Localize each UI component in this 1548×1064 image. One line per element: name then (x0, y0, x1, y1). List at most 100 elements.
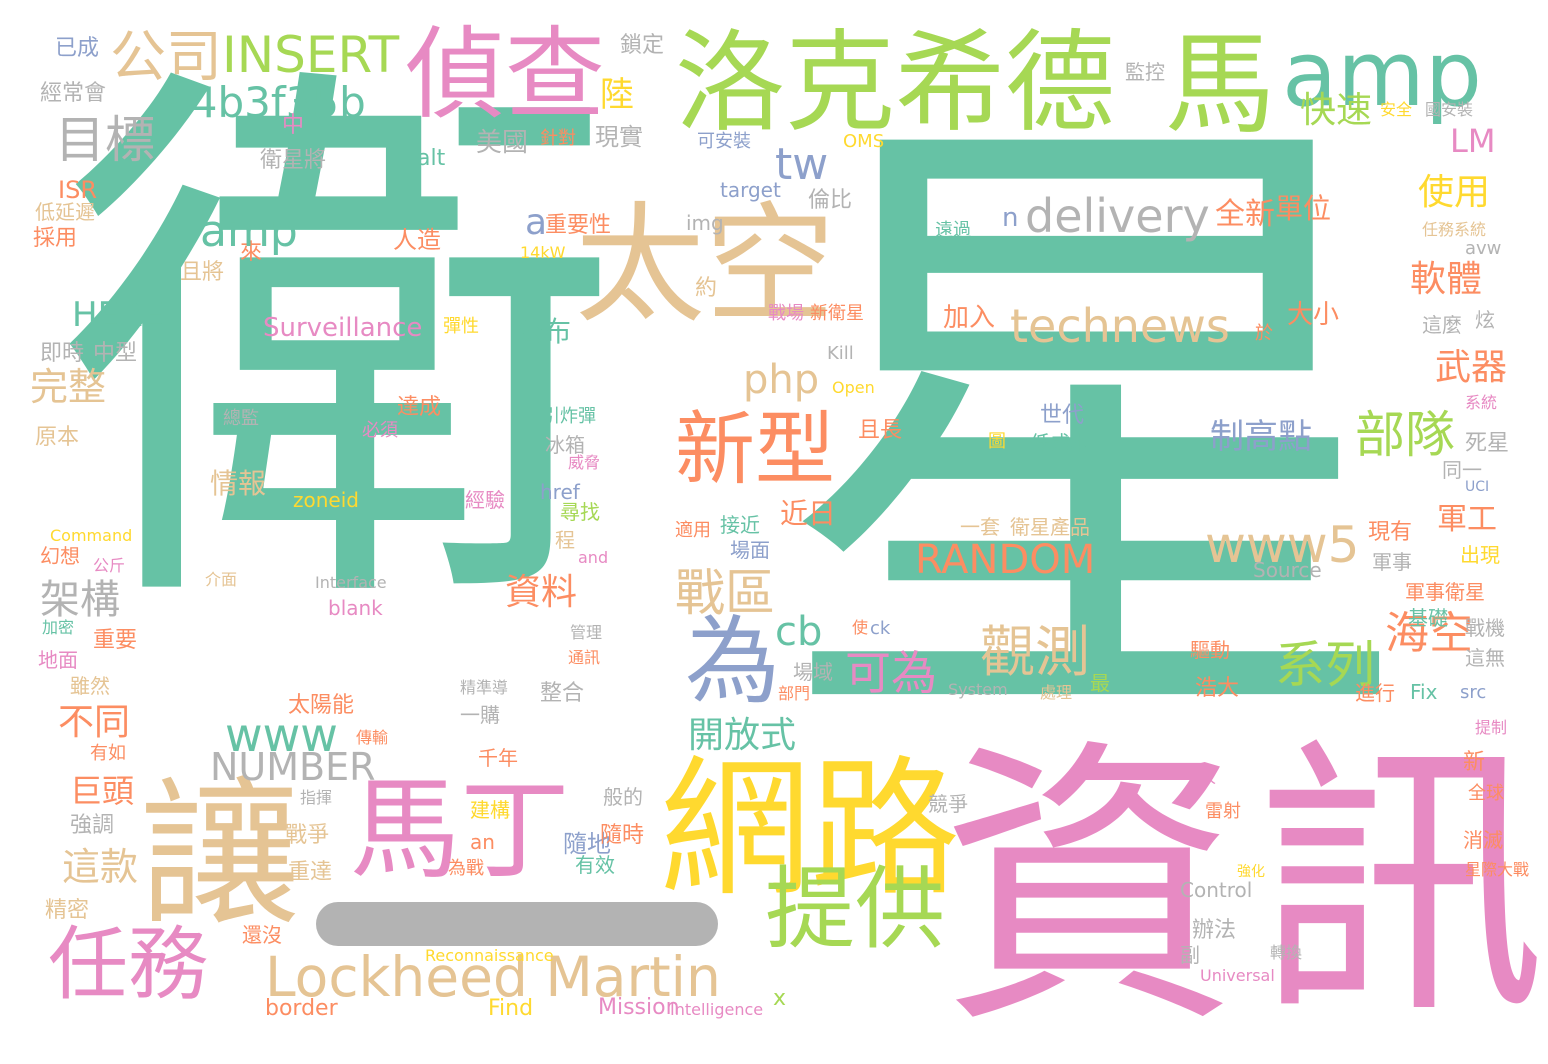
word: 可安裝 (697, 131, 751, 152)
word: 必須 (362, 420, 398, 441)
word: php (743, 357, 820, 403)
word: 戰機 (1465, 616, 1505, 640)
word: 原本 (35, 425, 80, 450)
word: 軟體 (1410, 259, 1483, 300)
word: 傳輸 (356, 728, 389, 747)
word: Control (1180, 878, 1253, 902)
word: 重達 (288, 860, 333, 885)
gray-bar (316, 902, 718, 946)
word: 星 (770, 57, 1420, 813)
word: 於 (1255, 323, 1273, 344)
word: UCI (1465, 479, 1490, 495)
word: 現實 (595, 123, 643, 151)
word: 馬 (1165, 21, 1275, 149)
word: 衛 (60, 24, 620, 676)
word: 倫比 (808, 188, 853, 213)
word: x (773, 986, 787, 1011)
word: 使用 (1418, 172, 1491, 213)
word: 般的 (603, 785, 643, 809)
word: 陸 (600, 75, 634, 115)
word: Open (832, 378, 875, 397)
word: Find (488, 996, 534, 1021)
word: Source (1253, 558, 1322, 582)
word: 達成 (397, 395, 442, 420)
word: 衛星產品 (1010, 515, 1090, 539)
word: ISR (58, 176, 97, 204)
word: 現有 (1368, 520, 1413, 545)
word: 程 (555, 528, 575, 552)
word: blank (328, 596, 383, 620)
word: 最 (1090, 671, 1110, 695)
word: www (225, 708, 338, 762)
word: 全新 (1215, 197, 1275, 232)
word: 鎖定 (620, 33, 665, 58)
word: 針對 (540, 128, 576, 149)
word: 死星 (1465, 431, 1510, 456)
word: 新 (1463, 750, 1486, 775)
word: 彈性 (443, 316, 479, 337)
word: 基礎 (1408, 606, 1448, 630)
word: 制高點 (1210, 417, 1312, 457)
word: 偵查 (405, 16, 605, 133)
word: a (525, 202, 548, 243)
word: 隨地 (563, 830, 611, 858)
word: 快速 (1300, 90, 1373, 131)
word: 公司 (110, 25, 222, 90)
word: 低成本 (1030, 431, 1090, 455)
word: and (578, 548, 609, 567)
word: Surveillance (263, 313, 423, 343)
word: 這無 (1465, 646, 1505, 670)
word: amp (1282, 22, 1482, 127)
word: 使 (852, 618, 869, 637)
word: 太空 (575, 189, 836, 341)
word: 不同 (58, 702, 131, 743)
word: Fix (1410, 680, 1438, 704)
word: 軍事 (1372, 550, 1412, 574)
word: 適用 (675, 520, 711, 541)
word: 整合 (540, 681, 585, 706)
word: 洛克希德 (675, 19, 1115, 147)
word: avw (1465, 238, 1502, 259)
word: amp (200, 206, 298, 257)
word: 有效 (575, 853, 615, 877)
word: ck (870, 618, 891, 639)
word: delivery (1025, 189, 1210, 243)
word: 採用 (33, 226, 78, 251)
word: 驅動 (1190, 638, 1230, 662)
word: 目標 (55, 111, 155, 169)
word: 通訊 (568, 648, 601, 667)
word: 世代 (1040, 403, 1085, 428)
word: 還沒 (242, 923, 282, 947)
word: target (720, 178, 781, 202)
word: 經驗 (465, 488, 505, 512)
word: Command (50, 526, 133, 545)
word: 且將 (180, 260, 225, 285)
word: border (265, 996, 338, 1021)
word: HERE (72, 295, 165, 335)
word: 地面 (38, 648, 78, 672)
word: 副 (1180, 943, 1200, 967)
word: 任務 (48, 918, 208, 1011)
word: 隨時 (600, 823, 645, 848)
word: 中型 (93, 341, 138, 366)
word: 遠過 (935, 220, 971, 241)
word: 建構 (470, 798, 510, 822)
word: 軍事衛星 (1405, 580, 1485, 604)
word: 精準導 (460, 678, 509, 697)
word: Universal (1200, 966, 1275, 985)
word: 同一 (1442, 458, 1482, 482)
word: 觀測 (980, 620, 1091, 684)
word: 公斤 (93, 556, 126, 575)
word: 場面 (730, 538, 770, 562)
word: 消滅 (1463, 828, 1503, 852)
word: src (1460, 682, 1487, 703)
word: 星際大戰 (1465, 860, 1530, 879)
word: 低延遲 (35, 200, 95, 224)
word: 經常會 (40, 81, 107, 106)
word: 轉換 (1270, 943, 1303, 962)
word: 重要性 (545, 213, 612, 238)
word: 這款 (62, 845, 139, 889)
word: Lockheed Martin (265, 945, 721, 1009)
word: 戰場 (768, 303, 804, 324)
word: 強化 (1237, 864, 1265, 880)
